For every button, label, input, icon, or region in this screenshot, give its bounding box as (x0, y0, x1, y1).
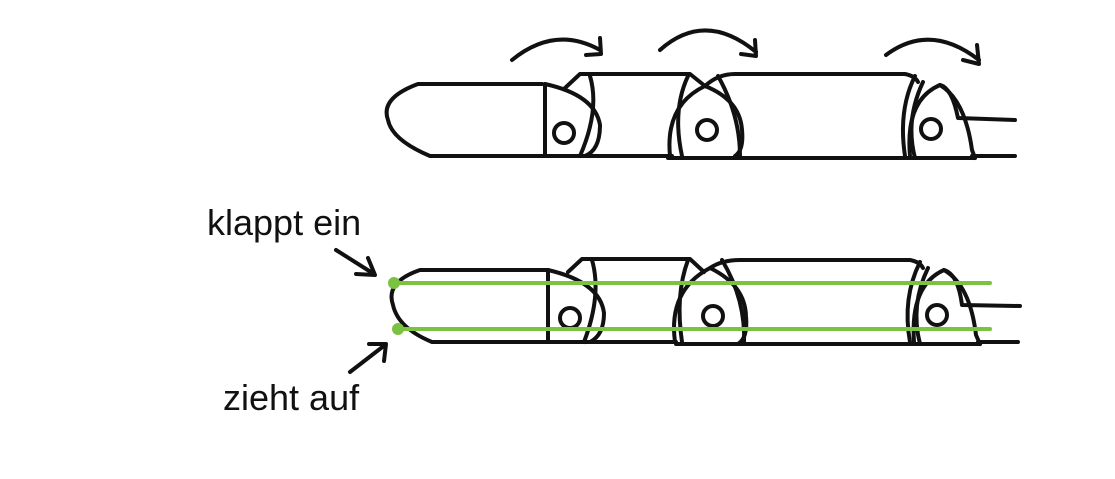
pointer-arrow-upper (334, 248, 376, 276)
rotation-arrow-3 (884, 37, 981, 62)
rotation-arrow-2-head (739, 38, 758, 58)
rotation-arrow-1 (510, 37, 602, 62)
fingertip-segment (389, 268, 550, 344)
label-klappt-ein: klappt ein (207, 202, 362, 243)
joint-2-pin (701, 304, 725, 328)
middle-segment (563, 72, 707, 90)
rotation-arrow-2 (658, 28, 758, 54)
top-finger (384, 28, 1017, 160)
joint-3-line (914, 266, 930, 346)
flexor-tendon-anchor (388, 277, 400, 289)
middle-segment-arc-left (578, 74, 596, 158)
pointer-arrow-lower-head (367, 342, 388, 363)
proximal-segment-top (703, 72, 920, 88)
fingertip-segment (384, 82, 547, 158)
rotation-arrow-3-head (961, 43, 981, 66)
joint-1-pin (552, 121, 576, 145)
proximal-segment-arc (905, 260, 922, 344)
pointer-arrow-lower (348, 343, 387, 374)
joint-1-pin (558, 306, 582, 330)
pointer-arrow-upper-head (354, 256, 377, 277)
joint-2-line (716, 74, 742, 158)
joint-3-pin (919, 117, 943, 141)
middle-segment-arc-left (582, 258, 598, 344)
extensor-tendon-anchor (392, 323, 404, 335)
middle-segment-arc-right (676, 74, 690, 158)
proximal-segment-arc (900, 74, 917, 158)
joint-2-pin (695, 118, 719, 142)
label-zieht-auf: zieht auf (223, 377, 360, 418)
tendon-exit-upper (942, 268, 1022, 308)
bottom-finger (334, 248, 1022, 374)
joint-3-line (909, 80, 925, 160)
tendon-exit-upper (938, 83, 1017, 122)
rotation-arrow-1-head (584, 36, 603, 57)
joint-3-pin (925, 303, 949, 327)
middle-segment (566, 257, 706, 274)
joint-2-line (720, 258, 747, 346)
proximal-segment-top (708, 258, 925, 270)
